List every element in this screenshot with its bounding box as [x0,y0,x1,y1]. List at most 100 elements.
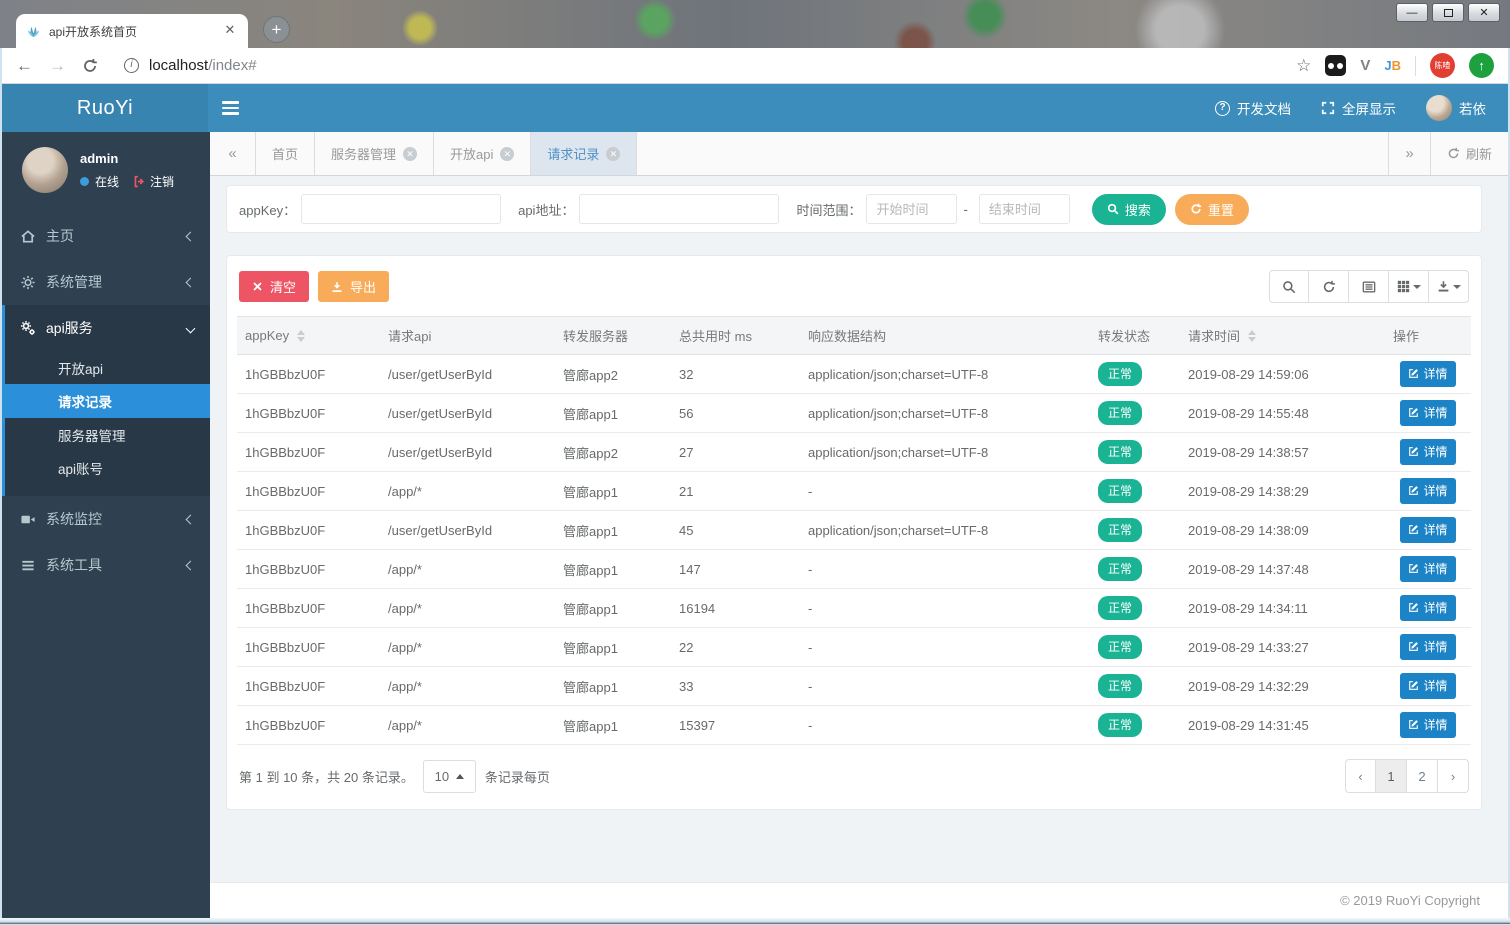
browser-tab[interactable]: api开放系统首页 ✕ [16,14,248,48]
table-search-button[interactable] [1269,270,1309,303]
time-range-label: 时间范围： [796,202,862,218]
tab-close-icon[interactable]: ✕ [500,146,515,161]
export-button[interactable]: 导出 [318,271,390,302]
sidebar-item-monitor[interactable]: 系统监控 [2,496,210,542]
site-info-icon[interactable]: i [124,58,139,73]
cogs-icon [21,321,35,335]
detail-button[interactable]: 详情 [1400,478,1456,504]
extension-jb-icon[interactable]: JB [1384,58,1401,73]
table-row: 1hGBBbzU0F /app/* 管廊app1 33 - 正常 2019-08… [237,666,1471,706]
app-root: RuoYi ? 开发文档 全屏显示 若依 [2,84,1508,918]
user-avatar[interactable] [22,147,68,193]
refresh-tab-button[interactable]: 刷新 [1429,132,1508,175]
table-export-button[interactable] [1429,270,1469,303]
table-row: 1hGBBbzU0F /user/getUserById 管廊app2 27 a… [237,432,1471,472]
bookmark-star-icon[interactable]: ☆ [1296,55,1312,75]
cell-request-time: 2019-08-29 14:32:29 [1180,666,1385,706]
detail-button[interactable]: 详情 [1400,673,1456,699]
col-request-time[interactable]: 请求时间 [1180,316,1385,355]
next-page-button[interactable]: › [1438,759,1469,793]
sidebar-item-system[interactable]: 系统管理 [2,259,210,305]
reset-refresh-icon [1191,203,1201,214]
detail-button[interactable]: 详情 [1400,400,1456,426]
profile-avatar[interactable]: 陈喳 [1430,53,1455,78]
forward-icon[interactable]: → [49,55,66,75]
sidebar-item-api-account[interactable]: api账号 [58,461,104,477]
page-button-2[interactable]: 2 [1407,759,1438,793]
sidebar-item-api-service[interactable]: api服务 [5,305,210,351]
cell-status: 正常 [1090,627,1180,667]
page-size-select[interactable]: 10 [422,759,476,793]
cell-api: /user/getUserById [380,432,555,472]
list-alt-icon [1362,281,1375,292]
reload-icon[interactable] [82,58,98,74]
table-detail-view-button[interactable] [1349,270,1389,303]
sidebar-toggle-icon[interactable] [208,84,252,132]
search-icon [1107,203,1119,215]
search-button[interactable]: 搜索 [1091,193,1166,225]
detail-button[interactable]: 详情 [1400,634,1456,660]
sidebar-item-tools[interactable]: 系统工具 [2,542,210,588]
cell-actions: 详情 [1385,549,1471,589]
sidebar-item-request-log[interactable]: 请求记录 [2,384,210,418]
tab-home[interactable]: 首页 [256,132,316,175]
col-appkey[interactable]: appKey [237,316,380,355]
fullscreen-link[interactable]: 全屏显示 [1321,98,1396,118]
prev-page-button[interactable]: ‹ [1345,759,1376,793]
cell-api: /app/* [380,627,555,667]
clear-button[interactable]: 清空 [239,271,310,302]
detail-button[interactable]: 详情 [1400,517,1456,543]
user-menu[interactable]: 若依 [1426,95,1486,121]
minimize-button[interactable]: — [1396,3,1428,22]
sort-icon[interactable] [1248,329,1257,342]
appkey-input[interactable] [301,194,502,224]
end-time-input[interactable] [978,194,1070,224]
detail-button[interactable]: 详情 [1400,439,1456,465]
tab-close-icon[interactable]: ✕ [403,146,418,161]
tabs-scroll-right-icon[interactable]: » [1387,132,1430,175]
cell-time-ms: 21 [671,471,800,511]
sidebar-item-open-api[interactable]: 开放api [58,361,104,377]
detail-button[interactable]: 详情 [1400,595,1456,621]
tab-close-icon[interactable]: ✕ [224,22,236,37]
new-tab-button[interactable]: + [263,16,290,43]
extension-icon[interactable] [1325,55,1347,76]
sidebar-item-home[interactable]: 主页 [2,213,210,259]
tab-close-icon[interactable]: ✕ [606,146,621,161]
detail-button[interactable]: 详情 [1400,361,1456,387]
x-icon [253,282,262,291]
caret-up-icon [456,773,465,779]
extension-v-icon[interactable]: V [1360,57,1371,74]
sort-icon[interactable] [297,329,306,342]
tab-open-api[interactable]: 开放api ✕ [434,132,532,175]
tabs-scroll-left-icon[interactable]: « [210,132,256,175]
detail-button[interactable]: 详情 [1400,712,1456,738]
table-refresh-button[interactable] [1309,270,1349,303]
pagination-bar: 第 1 到 10 条，共 20 条记录。 10 条记录每页 ‹ 1 2 › [237,759,1471,793]
url-bar[interactable]: i localhost/index# [114,57,1280,74]
cell-status: 正常 [1090,354,1180,394]
api-addr-input[interactable] [579,194,780,224]
tab-request-log[interactable]: 请求记录 ✕ [531,132,638,175]
close-button[interactable]: ✕ [1468,3,1500,22]
table-columns-button[interactable] [1389,270,1429,303]
docs-link[interactable]: ? 开发文档 [1215,98,1291,118]
brand-logo[interactable]: RuoYi [2,84,208,132]
cell-response: application/json;charset=UTF-8 [800,432,1090,472]
url-host: localhost [149,57,209,74]
tab-server-mgmt[interactable]: 服务器管理 ✕ [315,132,435,175]
back-icon[interactable]: ← [16,55,33,75]
table-row: 1hGBBbzU0F /app/* 管廊app1 21 - 正常 2019-08… [237,471,1471,511]
sidebar-item-server-mgmt[interactable]: 服务器管理 [58,428,126,444]
page-button-1[interactable]: 1 [1376,759,1407,793]
detail-button[interactable]: 详情 [1400,556,1456,582]
sidebar-group-api: api服务 开放api 请求记录 服务器管理 api账号 [2,305,210,496]
gear-icon [21,275,35,289]
reset-button[interactable]: 重置 [1174,193,1249,225]
update-icon[interactable]: ↑ [1469,53,1494,78]
logout-link[interactable]: 注销 [133,173,174,190]
start-time-input[interactable] [866,194,958,224]
status-badge: 正常 [1098,713,1143,737]
online-dot-icon [80,176,89,186]
maximize-button[interactable] [1432,3,1464,22]
